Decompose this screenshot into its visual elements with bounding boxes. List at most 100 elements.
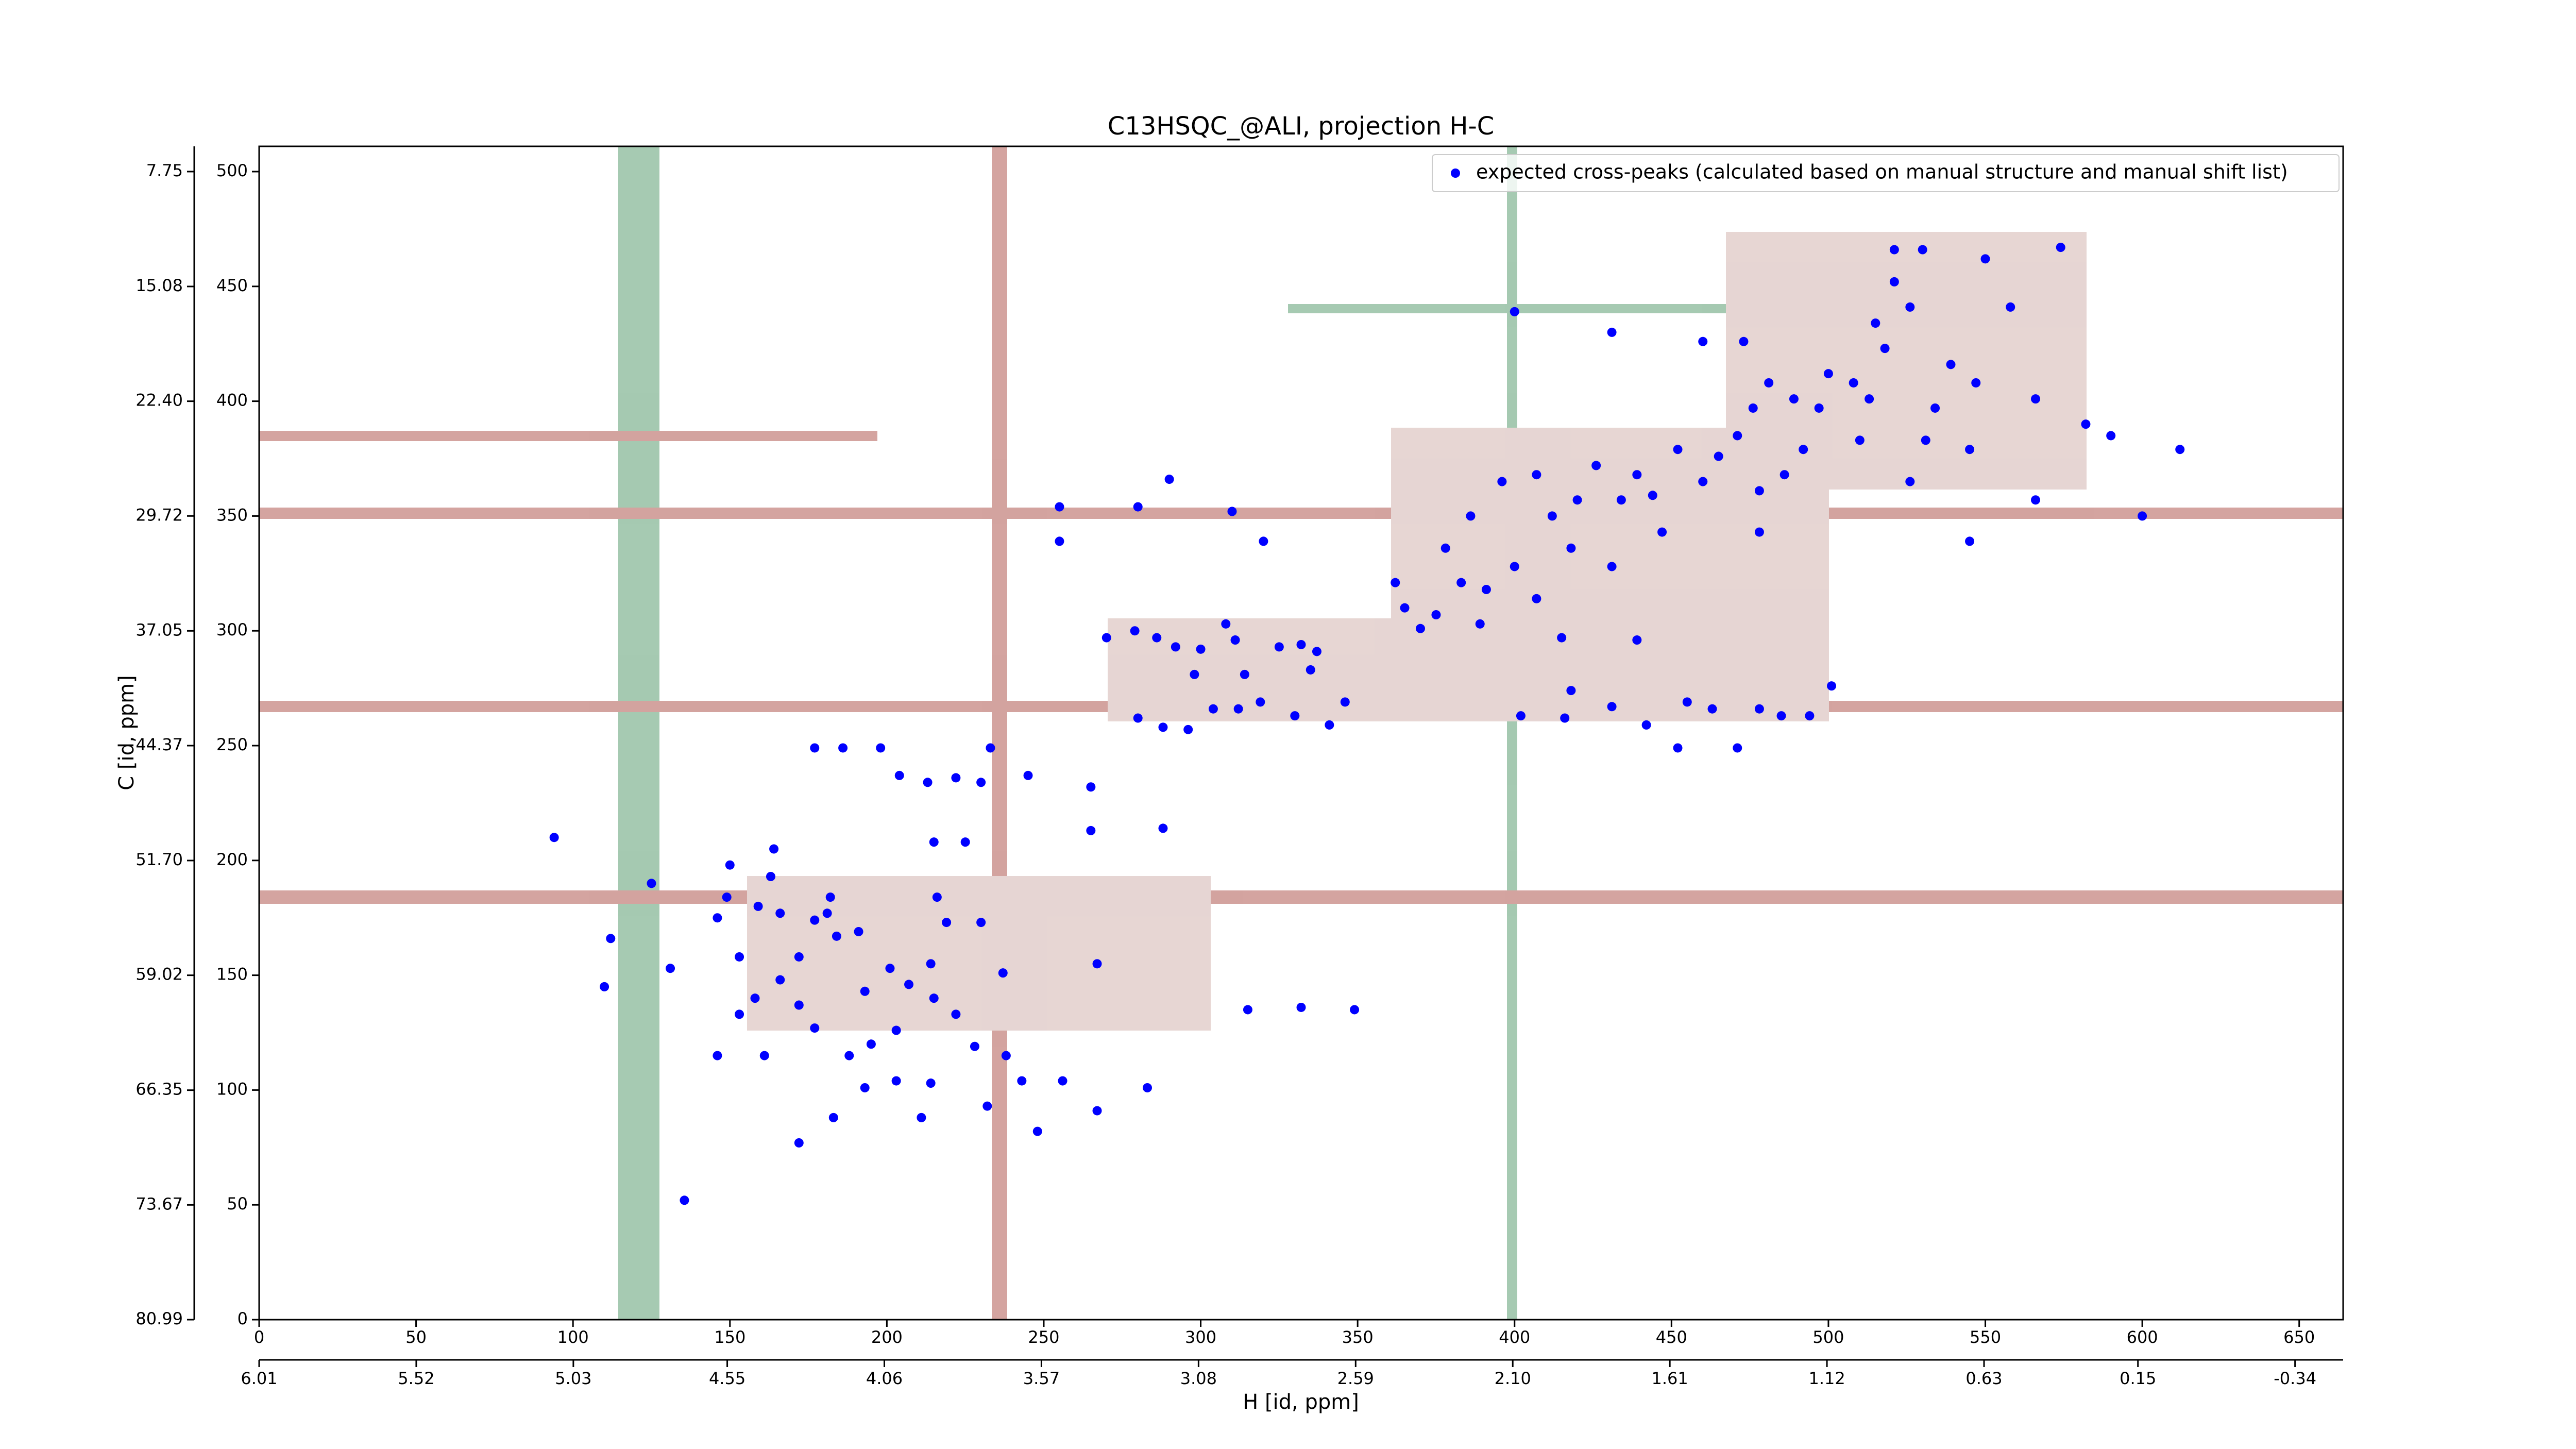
cross-peak: [1698, 477, 1708, 486]
cross-peak: [1227, 507, 1237, 516]
cross-peak: [1965, 445, 1975, 454]
cross-peak: [1572, 495, 1582, 505]
cross-peak: [1431, 610, 1441, 620]
cross-peak: [1032, 1126, 1042, 1136]
x2-tick-label: 3.57: [1023, 1369, 1060, 1388]
cross-peak: [1814, 403, 1824, 413]
cross-peak: [1673, 743, 1683, 753]
contour-region: [1108, 618, 1829, 721]
cross-peak: [1391, 578, 1400, 587]
cross-peak: [1673, 445, 1683, 454]
cross-peak: [825, 892, 835, 902]
cross-peak: [1547, 511, 1557, 521]
cross-peak: [1632, 635, 1642, 645]
cross-peak: [1510, 307, 1519, 316]
cross-peak: [1086, 825, 1096, 835]
cross-peak: [1607, 562, 1617, 571]
cross-peak: [2175, 445, 2185, 454]
cross-peak: [1905, 477, 1915, 486]
cross-peak: [1849, 378, 1858, 387]
x-tick-label: 300: [1185, 1327, 1216, 1347]
y-tick-label: 300: [216, 620, 248, 639]
cross-peak: [810, 1023, 820, 1033]
cross-peak: [1456, 578, 1466, 587]
cross-peak: [1754, 704, 1764, 714]
cross-peak: [1243, 1005, 1252, 1015]
y-tick-label: 150: [216, 965, 248, 984]
legend-box: [1432, 154, 2340, 192]
cross-peak: [1714, 451, 1723, 461]
cross-peak: [894, 770, 904, 780]
cross-peak: [976, 918, 986, 928]
cross-peak: [1274, 642, 1284, 652]
cross-peak: [1290, 711, 1300, 721]
cross-peak: [1733, 431, 1742, 441]
cross-peak: [775, 975, 785, 985]
cross-peak: [1296, 639, 1306, 649]
cross-peak: [1481, 585, 1491, 595]
cross-peak: [1296, 1002, 1306, 1012]
x2-tick-label: 5.52: [398, 1369, 434, 1388]
cross-peak: [844, 1051, 854, 1060]
cross-peak: [828, 1113, 838, 1122]
x2-tick-label: 0.63: [1965, 1369, 2002, 1388]
cross-peak: [1208, 704, 1218, 714]
cross-peak: [1415, 624, 1425, 633]
contour-band: [259, 508, 2343, 519]
cross-peak: [942, 918, 952, 928]
cross-peak: [1164, 475, 1174, 484]
cross-peak: [1130, 626, 1140, 636]
cross-peak: [866, 1039, 876, 1049]
y-tick-label: 50: [227, 1194, 248, 1214]
cross-peak: [1889, 245, 1899, 255]
chart-title: C13HSQC_@ALI, projection H-C: [1108, 112, 1495, 141]
cross-peak: [860, 986, 870, 996]
x-tick-label: 100: [557, 1327, 589, 1347]
y2-tick-label: 22.40: [135, 391, 183, 410]
cross-peak: [926, 959, 936, 969]
cross-peak: [1183, 724, 1193, 734]
cross-peak: [951, 773, 961, 783]
contour-band: [259, 701, 2343, 712]
cross-peak: [2030, 394, 2040, 404]
cross-peak: [1698, 336, 1708, 346]
y2-tick-label: 80.99: [135, 1309, 183, 1328]
cross-peak: [1827, 681, 1837, 691]
x-tick-label: 400: [1499, 1327, 1530, 1347]
cross-peak: [917, 1113, 926, 1122]
cross-peak: [832, 931, 841, 941]
cross-peak: [1971, 378, 1981, 387]
cross-peak: [2030, 495, 2040, 505]
x2-tick-label: 1.61: [1652, 1369, 1688, 1388]
y-tick-label: 450: [216, 276, 248, 295]
cross-peak: [822, 908, 832, 918]
cross-peak: [1754, 527, 1764, 537]
cross-peak: [1823, 369, 1833, 379]
cross-peak: [794, 1000, 804, 1010]
contour-band: [1507, 146, 1517, 1320]
y2-tick-label: 59.02: [135, 965, 183, 984]
contour-band: [259, 431, 877, 441]
x2-tick-label: 5.03: [555, 1369, 591, 1388]
cross-peak: [1101, 633, 1111, 643]
cross-peak: [1805, 711, 1815, 721]
cross-peak: [647, 879, 656, 888]
cross-peak: [810, 743, 820, 753]
contour-band: [259, 890, 2343, 904]
cross-peak: [1754, 486, 1764, 496]
cross-peak: [1171, 642, 1180, 652]
contour-region: [1391, 428, 1829, 670]
cross-peak: [1918, 245, 1927, 255]
y2-tick-label: 15.08: [135, 276, 183, 295]
cross-peak: [1930, 403, 1940, 413]
cross-peak: [2081, 419, 2091, 429]
cross-peak: [1764, 378, 1774, 387]
legend-marker: [1451, 169, 1460, 178]
cross-peak: [1707, 704, 1717, 714]
cross-peak: [1133, 713, 1143, 723]
cross-peak: [904, 980, 914, 989]
cross-peak: [1789, 394, 1799, 404]
cross-peak: [1312, 647, 1321, 656]
